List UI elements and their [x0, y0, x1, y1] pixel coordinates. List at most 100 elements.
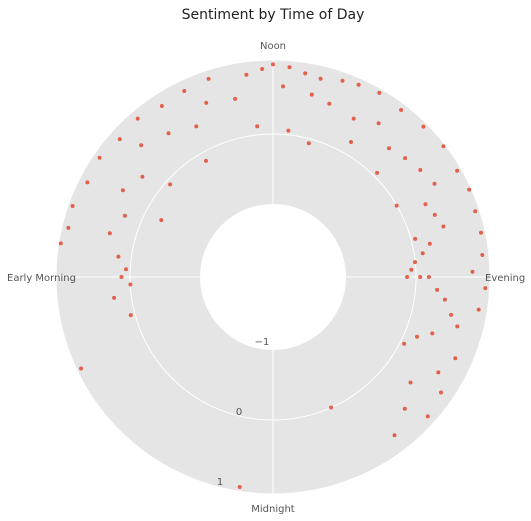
scatter-point: [403, 156, 408, 161]
plot-area: [55, 59, 491, 495]
scatter-point: [408, 380, 413, 385]
scatter-point: [303, 71, 308, 76]
scatter-point: [119, 275, 124, 279]
scatter-point: [442, 297, 447, 302]
scatter-point: [376, 121, 381, 126]
scatter-point: [120, 188, 125, 193]
scatter-point: [430, 331, 435, 336]
scatter-point: [405, 275, 410, 279]
scatter-point: [453, 356, 458, 361]
scatter-point: [479, 230, 483, 235]
scatter-point: [309, 92, 314, 97]
scatter-point: [413, 260, 417, 265]
scatter-point: [418, 168, 423, 172]
scatter-point: [281, 84, 285, 89]
scatter-point: [260, 67, 265, 71]
scatter-point: [480, 253, 485, 257]
chart-title: Sentiment by Time of Day: [182, 7, 365, 23]
scatter-point: [413, 236, 418, 241]
scatter-point: [423, 202, 428, 207]
scatter-point: [483, 286, 488, 291]
scatter-point: [375, 170, 380, 175]
scatter-point: [271, 62, 275, 67]
scatter-point: [340, 78, 345, 83]
scatter-point: [206, 76, 211, 81]
scatter-point: [204, 158, 208, 163]
scatter-point: [441, 224, 446, 229]
scatter-point: [97, 155, 102, 160]
radial-tick-label-1: 1: [217, 477, 223, 488]
scatter-point: [194, 124, 199, 129]
scatter-point: [455, 168, 460, 173]
scatter-point: [128, 282, 133, 287]
scatter-point: [427, 241, 432, 246]
scatter-point: [117, 137, 122, 142]
scatter-point: [107, 231, 112, 236]
scatter-point: [415, 334, 419, 339]
scatter-point: [441, 144, 446, 149]
scatter-point: [392, 433, 397, 438]
scatter-point: [435, 287, 440, 292]
scatter-point: [476, 307, 481, 312]
scatter-point: [159, 104, 164, 108]
scatter-point: [402, 406, 407, 411]
angle-label-midnight: Midnight: [251, 504, 295, 515]
scatter-point: [318, 76, 323, 81]
scatter-point: [306, 141, 311, 146]
radial-tick-label-0: 0: [236, 407, 242, 418]
scatter-point: [467, 187, 472, 192]
scatter-point: [349, 140, 353, 144]
scatter-point: [233, 96, 238, 101]
scatter-point: [244, 72, 249, 77]
scatter-point: [204, 100, 209, 105]
scatter-point: [70, 204, 75, 208]
angle-label-evening: Evening: [485, 273, 525, 284]
scatter-point: [182, 89, 187, 93]
polar-inner-hole: [200, 204, 346, 350]
scatter-point: [166, 131, 171, 136]
angle-label-noon: Noon: [260, 41, 286, 52]
angle-label-early-morning: Early Morning: [7, 273, 76, 284]
scatter-point: [329, 405, 334, 410]
scatter-point: [255, 124, 260, 129]
scatter-point: [387, 146, 391, 151]
scatter-point: [449, 312, 454, 317]
scatter-point: [237, 485, 242, 489]
scatter-point: [436, 370, 441, 375]
scatter-point: [140, 174, 145, 179]
scatter-point: [327, 101, 332, 106]
scatter-point: [159, 218, 164, 223]
scatter-point: [135, 116, 140, 121]
scatter-point: [426, 275, 431, 279]
scatter-point: [470, 269, 475, 274]
scatter-point: [122, 213, 127, 218]
scatter-point: [473, 209, 478, 214]
scatter-point: [455, 324, 460, 329]
scatter-point: [425, 414, 430, 419]
scatter-point: [286, 128, 291, 133]
scatter-point: [418, 275, 423, 279]
scatter-point: [377, 90, 382, 95]
scatter-point: [409, 267, 414, 272]
scatter-point: [394, 203, 399, 208]
scatter-point: [79, 366, 84, 371]
radial-tick-label-neg1: −1: [255, 337, 270, 348]
scatter-point: [58, 241, 63, 246]
scatter-point: [351, 116, 356, 121]
scatter-point: [287, 65, 292, 70]
scatter-point: [124, 267, 128, 272]
scatter-point: [168, 182, 173, 187]
scatter-point: [421, 124, 426, 129]
scatter-point: [116, 254, 121, 259]
scatter-point: [66, 225, 71, 230]
scatter-point: [420, 251, 425, 256]
scatter-point: [128, 313, 133, 318]
scatter-point: [432, 212, 437, 217]
scatter-point: [356, 82, 361, 87]
scatter-point: [439, 390, 443, 395]
scatter-point: [85, 180, 90, 185]
scatter-point: [112, 295, 117, 300]
points-layer: [58, 62, 488, 489]
